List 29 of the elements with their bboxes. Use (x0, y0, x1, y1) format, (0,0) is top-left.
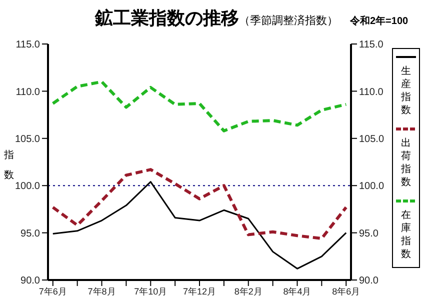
legend-label: 生産指数 (401, 65, 411, 117)
y-tick-label: 90.0 (20, 276, 40, 287)
y-tick-label: 105.0 (14, 134, 40, 145)
chart-subtitle: （季節調整済指数） (239, 15, 338, 27)
line-series (52, 181, 347, 270)
legend-label: 出荷指数 (401, 137, 411, 189)
x-tick-label: 8年2月 (234, 286, 262, 296)
y2-tick-label: 110.0 (359, 86, 384, 98)
text: 令和2年=100 (350, 14, 408, 28)
x-tick-label: 8年4月 (283, 286, 312, 296)
y2-tick-label: 115.0 (359, 40, 384, 51)
y-axis-title: 指数 (4, 148, 15, 183)
y-tick-label: 115.0 (16, 40, 40, 51)
x-tick-label: 7年6月 (38, 286, 67, 296)
y2-tick-label: 100.0 (359, 181, 384, 192)
line-series (51, 168, 348, 240)
x-tick-label: 7年12月 (182, 286, 216, 296)
chart-title: 鉱工業指数の推移 (95, 8, 239, 28)
y-tick-label: 95.0 (20, 228, 40, 240)
y2-tick-label: 90.0 (359, 276, 379, 287)
y2-tick-label: 105.0 (359, 134, 384, 145)
legend-label: 在庫指数 (401, 209, 411, 261)
y-tick-label: 100.0 (14, 181, 40, 192)
x-tick-label: 7年8月 (88, 286, 116, 296)
line-series (51, 80, 348, 132)
x-tick-label: 7年10月 (134, 286, 168, 296)
x-tick-label: 8年6月 (332, 286, 360, 296)
y-tick-label: 110.0 (16, 86, 40, 98)
y2-tick-label: 95.0 (359, 228, 379, 240)
